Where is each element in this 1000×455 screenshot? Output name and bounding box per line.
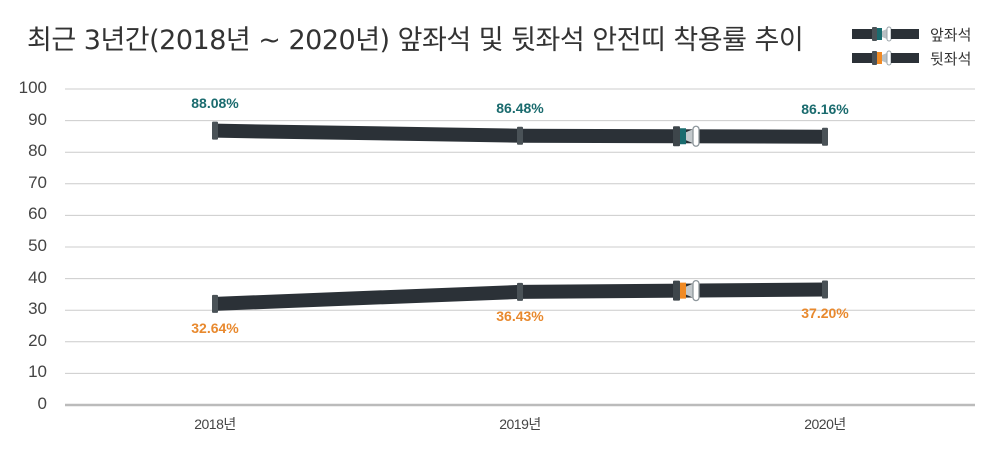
y-tick-label: 30 <box>28 299 47 319</box>
data-label: 88.08% <box>191 94 239 111</box>
y-tick-label: 0 <box>37 394 47 413</box>
legend-label-front: 앞좌석 <box>930 25 972 44</box>
y-tick-label: 20 <box>28 330 47 350</box>
buckle-icon <box>673 125 700 147</box>
seatbelt-orange-icon <box>852 50 919 66</box>
rear-seat-belt <box>212 279 828 313</box>
y-tick-label: 70 <box>28 172 47 192</box>
legend: 앞좌석 뒷좌석 <box>850 22 971 70</box>
y-tick-label: 10 <box>28 362 47 382</box>
legend-label-rear: 뒷좌석 <box>930 49 972 68</box>
y-tick-label: 80 <box>28 141 47 161</box>
chart-title: 최근 3년간(2018년 ~ 2020년) 앞좌석 및 뒷좌석 안전띠 착용률 … <box>27 25 804 56</box>
data-label: 37.20% <box>801 305 849 322</box>
y-tick-label: 60 <box>28 204 47 224</box>
y-tick-label: 40 <box>28 267 47 287</box>
legend-item-front: 앞좌석 <box>850 22 971 46</box>
gridlines <box>65 88 975 407</box>
front-seat-belt <box>212 121 828 147</box>
x-tick-label: 2018년 <box>194 416 236 432</box>
seatbelt-series <box>212 121 828 313</box>
y-tick-label: 90 <box>28 109 47 129</box>
y-tick-label: 100 <box>18 78 47 97</box>
y-tick-label: 50 <box>28 236 47 255</box>
data-label: 86.16% <box>801 100 849 117</box>
x-tick-label: 2020년 <box>804 416 846 432</box>
data-label: 86.48% <box>496 99 544 116</box>
data-label: 32.64% <box>191 319 239 336</box>
x-tick-label: 2019년 <box>499 416 541 432</box>
legend-item-rear: 뒷좌석 <box>850 46 971 70</box>
buckle-icon <box>673 279 700 302</box>
data-label: 36.43% <box>496 307 544 324</box>
seatbelt-teal-icon <box>852 26 919 42</box>
